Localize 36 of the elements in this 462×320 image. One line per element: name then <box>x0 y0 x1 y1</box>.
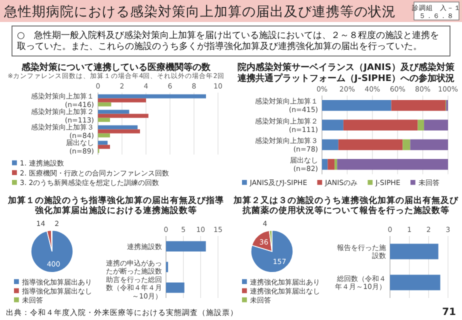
bar <box>98 140 108 145</box>
text: 加算２又は３の施設のうち連携強化加算の届出有無及び抗菌薬の使用状況等について報告を行った施設数等 <box>232 195 460 216</box>
bar <box>322 120 344 130</box>
bar <box>410 139 448 150</box>
bar <box>402 139 410 150</box>
text: ○ 急性期一般入院料及び感染対策向上加算を届け出ている施設においては、２～８程度の施設と連携を取っていた。また、これらの施設のうち多くが指導強化加算及び連携強化加算の届出を行っていた。 <box>17 30 439 52</box>
bar <box>334 158 338 170</box>
bar <box>98 144 110 149</box>
bar <box>98 94 206 98</box>
bar <box>98 125 138 130</box>
bar <box>322 100 392 111</box>
bar <box>322 158 328 170</box>
bar <box>337 158 448 170</box>
text: 加算１の施設のうち指導強化加算の届出有無及び指導強化加算届出施設における連携施設数等 <box>7 195 225 216</box>
bar <box>418 120 424 130</box>
bar <box>343 120 418 130</box>
bar <box>98 114 148 118</box>
text: 71 <box>442 307 456 318</box>
chart-title: 感染対策について連携している医療機関等の数 <box>20 62 212 73</box>
bar <box>424 120 448 130</box>
chart-title: 院内感染対策サーベイランス（JANIS）及び感染対策連携共通プラットフォーム（J-SIPHE）への参加状況 <box>236 62 456 84</box>
bar <box>391 100 446 111</box>
bar <box>98 98 146 102</box>
text: 急性期病院における感染対策向上加算の届出及び連携等の状況 <box>3 4 396 20</box>
pie-slice <box>30 230 74 273</box>
bar <box>166 241 206 252</box>
bar <box>98 129 140 134</box>
bar <box>98 118 110 122</box>
bar <box>98 110 130 114</box>
bar <box>328 158 335 170</box>
bar <box>98 102 112 106</box>
pie-slice <box>250 230 294 273</box>
bar <box>322 139 338 150</box>
bar <box>98 133 110 138</box>
bar <box>338 139 403 150</box>
bar <box>166 282 184 293</box>
